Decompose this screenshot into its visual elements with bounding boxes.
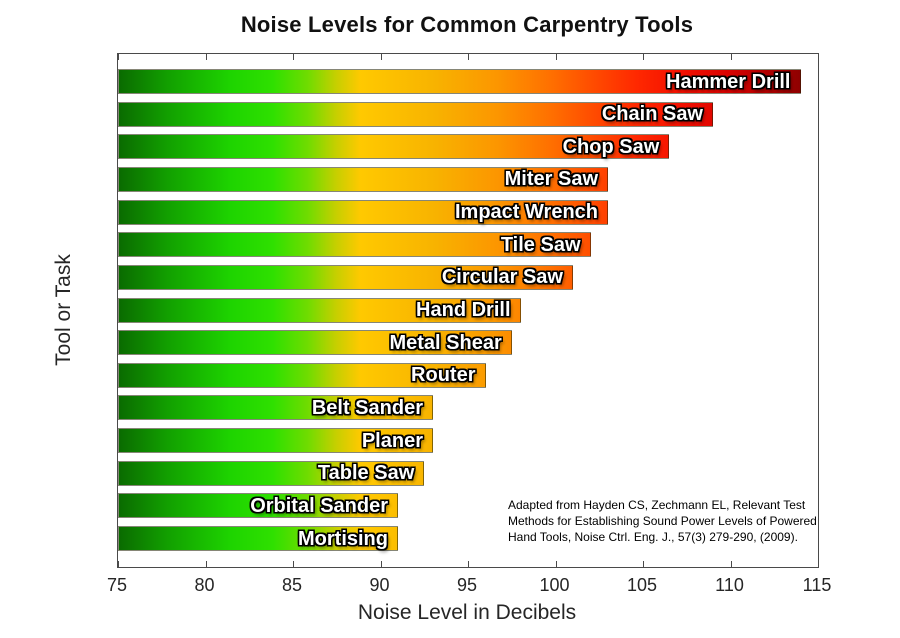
bar-impact-wrench: Impact Wrench	[118, 199, 608, 225]
x-tick-mark	[293, 561, 294, 567]
bar-chop-saw: Chop Saw	[118, 134, 670, 160]
x-tick-label: 80	[194, 575, 215, 595]
bar-planer: Planer	[118, 428, 433, 454]
bar-label: Metal Shear	[389, 331, 502, 354]
x-tick-label: 95	[456, 575, 478, 595]
x-tick-label: 85	[281, 575, 303, 595]
x-tick-label: 115	[802, 575, 832, 595]
bar-chain-saw: Chain Saw	[118, 101, 713, 127]
x-tick-mark	[205, 561, 207, 567]
x-tick-label: 110	[715, 575, 744, 595]
bar-circular-saw: Circular Saw	[118, 264, 573, 290]
y-axis-label: Tool or Task	[52, 254, 75, 366]
x-tick-label: 100	[539, 575, 570, 595]
x-tick-mark	[468, 561, 469, 567]
bar-hammer-drill: Hammer Drill	[118, 69, 801, 94]
x-tick-mark	[293, 54, 294, 60]
x-tick-label: 90	[369, 575, 390, 595]
bar-orbital-sander: Orbital Sander	[118, 493, 398, 519]
x-tick-mark	[468, 54, 469, 60]
bar-label: Orbital Sander	[250, 494, 388, 517]
bar-router: Router	[118, 362, 486, 388]
bar-label: Chain Saw	[601, 103, 703, 126]
bar-label: Table Saw	[317, 462, 415, 485]
bar-tile-saw: Tile Saw	[118, 232, 591, 258]
bar-label: Tile Saw	[500, 233, 581, 256]
x-tick-mark	[818, 561, 819, 567]
x-tick-mark	[730, 561, 732, 567]
bar-table-saw: Table Saw	[118, 460, 425, 486]
x-tick-mark	[555, 54, 557, 60]
x-tick-label: 75	[106, 575, 128, 595]
plot-area: Hammer Drill Chain Saw Chop Saw Miter Saw Im…	[117, 53, 819, 568]
bar-metal-shear: Metal Shear	[118, 330, 512, 356]
x-tick-mark	[205, 54, 207, 60]
source-annotation: Adapted from Hayden CS, Zechmann EL, Rel…	[508, 498, 817, 544]
bar-belt-sander: Belt Sander	[118, 395, 433, 421]
x-tick-mark	[730, 54, 732, 60]
bar-label: Miter Saw	[504, 168, 598, 191]
x-tick-mark	[118, 561, 119, 567]
bar-label: Belt Sander	[311, 396, 423, 419]
x-tick-mark	[555, 561, 557, 567]
x-tick-mark	[118, 54, 119, 60]
x-tick-mark	[380, 54, 382, 60]
x-tick-mark	[643, 561, 644, 567]
x-tick-label: 105	[626, 575, 658, 595]
chart-title: Noise Levels for Common Carpentry Tools	[240, 12, 694, 37]
bar-label: Chop Saw	[562, 135, 660, 158]
bar-label: Planer	[361, 429, 423, 452]
bar-label: Router	[411, 364, 476, 387]
bar-label: Hammer Drill	[666, 70, 791, 93]
x-tick-mark	[818, 54, 819, 60]
x-tick-mark	[643, 54, 644, 60]
bar-hand-drill: Hand Drill	[118, 297, 521, 323]
bar-miter-saw: Miter Saw	[118, 166, 608, 192]
bar-label: Mortising	[298, 527, 388, 550]
bar-label: Hand Drill	[416, 299, 511, 321]
x-axis-label: Noise Level in Decibels	[357, 601, 577, 624]
x-tick-mark	[380, 561, 382, 567]
bar-mortising: Mortising	[118, 526, 398, 551]
bar-label: Impact Wrench	[455, 201, 598, 224]
bar-label: Circular Saw	[441, 266, 563, 289]
